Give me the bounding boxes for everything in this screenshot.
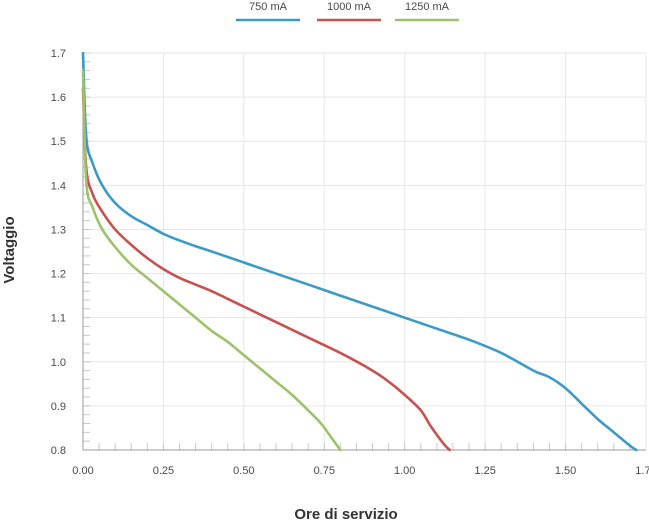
x-tick-label: 0.25 [153, 465, 174, 477]
series-line-750-ma [81, 51, 638, 452]
y-axis-title: Voltaggio [1, 216, 18, 283]
y-tick-label: 1.5 [51, 136, 66, 148]
x-tick-label: 0.50 [233, 465, 254, 477]
x-axis-title: Ore di servizio [294, 506, 397, 521]
legend-label-1000-ma: 1000 mA [327, 1, 372, 13]
axes [82, 53, 646, 451]
y-tick-label: 1.4 [51, 180, 66, 192]
series-line-1000-ma [81, 86, 452, 452]
tick-labels: 0.8 0.9 1.0 1.1 1.2 1.3 1.4 1.5 1.6 1.7 0.00 0.25 0.… [51, 48, 649, 477]
legend-label-750-ma: 750 mA [249, 1, 288, 13]
series-line-1250-ma [81, 69, 342, 452]
y-tick-label: 0.8 [51, 445, 66, 457]
x-tick-label: 1.50 [555, 465, 576, 477]
y-tick-label: 1.2 [51, 269, 66, 281]
y-tick-label: 1.3 [51, 224, 66, 236]
y-tick-label: 0.9 [51, 401, 66, 413]
series-layer [81, 51, 638, 452]
x-tick-label: 1.25 [474, 465, 495, 477]
y-tick-label: 1.6 [51, 92, 66, 104]
x-tick-label: 0.00 [72, 465, 93, 477]
minor-ticks [83, 52, 631, 451]
y-tick-label: 1.1 [51, 313, 66, 325]
y-tick-label: 1.7 [51, 48, 66, 60]
grid-lines [83, 52, 647, 450]
y-tick-label: 1.0 [51, 357, 66, 369]
legend: 750 mA 1000 mA 1250 mA [236, 1, 459, 22]
x-tick-label: 0.75 [314, 465, 335, 477]
x-tick-label: 1.75 [635, 465, 649, 477]
x-tick-label: 1.00 [394, 465, 415, 477]
legend-label-1250-ma: 1250 mA [405, 1, 450, 13]
